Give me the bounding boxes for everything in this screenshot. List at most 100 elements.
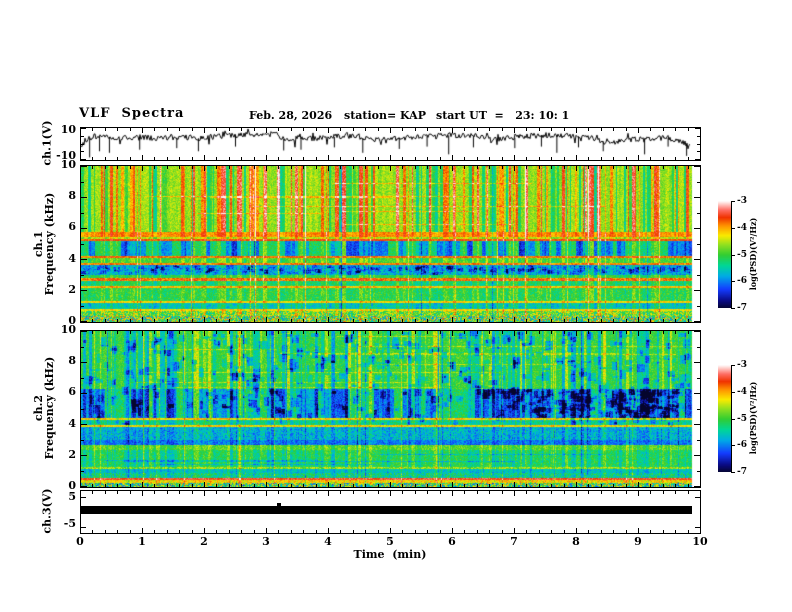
colorbar-tick-label: -3 (737, 196, 747, 206)
axis-tick (697, 136, 700, 137)
axis-tick (440, 484, 441, 487)
axis-tick (229, 128, 230, 131)
axis-tick (254, 484, 255, 487)
axis-tick (464, 484, 465, 487)
axis-tick (731, 365, 732, 472)
axis-tick (142, 331, 143, 336)
axis-tick (427, 491, 428, 494)
axis-tick (278, 166, 279, 169)
axis-tick (81, 321, 87, 322)
axis-tick (539, 128, 540, 131)
axis-tick (731, 201, 735, 202)
axis-tick (502, 157, 503, 160)
axis-tick (514, 491, 515, 496)
axis-tick (278, 491, 279, 494)
axis-tick (80, 491, 81, 496)
axis-tick (650, 157, 651, 160)
axis-tick (130, 319, 131, 322)
axis-tick (688, 530, 689, 533)
axis-tick (502, 166, 503, 169)
axis-tick (291, 319, 292, 322)
axis-tick (477, 484, 478, 487)
axis-tick (142, 482, 143, 487)
colorbar-tick-label: -7 (737, 467, 747, 477)
axis-tick (502, 331, 503, 334)
axis-tick (526, 157, 527, 160)
ch2-spec-ytick-label: 10 (60, 323, 76, 336)
axis-tick (204, 155, 205, 160)
axis-tick (204, 128, 205, 133)
axis-tick (365, 319, 366, 322)
axis-tick (415, 491, 416, 494)
axis-tick (489, 166, 490, 169)
axis-tick (328, 166, 329, 171)
axis-tick (452, 331, 453, 336)
axis-tick (514, 155, 515, 160)
axis-tick (130, 331, 131, 334)
axis-tick (731, 392, 735, 393)
axis-tick (688, 128, 689, 131)
x-tick-label: 4 (324, 535, 332, 548)
axis-tick (80, 482, 81, 487)
axis-tick (378, 331, 379, 334)
axis-tick (316, 484, 317, 487)
ch2-spectrogram-panel (80, 330, 701, 488)
axis-tick (731, 255, 735, 256)
axis-tick (92, 530, 93, 533)
axis-tick (526, 319, 527, 322)
axis-tick (130, 166, 131, 169)
axis-tick (464, 157, 465, 160)
axis-tick (241, 484, 242, 487)
axis-tick (241, 157, 242, 160)
axis-tick (81, 409, 84, 410)
axis-tick (613, 157, 614, 160)
ch1-spec-ytick-label: 10 (60, 158, 76, 171)
axis-tick (80, 155, 81, 160)
axis-tick (697, 471, 700, 472)
axis-tick (514, 331, 515, 336)
axis-tick (81, 259, 87, 260)
axis-tick (415, 530, 416, 533)
axis-tick (601, 166, 602, 169)
axis-tick (241, 319, 242, 322)
ch1-spectrogram-plot (81, 166, 700, 322)
axis-tick (340, 530, 341, 533)
axis-tick (328, 491, 329, 496)
axis-tick (81, 362, 87, 363)
axis-tick (216, 491, 217, 494)
axis-tick (229, 319, 230, 322)
axis-tick (154, 319, 155, 322)
colorbar-tick-label: -7 (737, 303, 747, 313)
axis-tick (179, 128, 180, 131)
axis-tick (440, 157, 441, 160)
ch3-ytick-top: 5 (68, 490, 76, 503)
axis-tick (291, 157, 292, 160)
axis-tick (688, 484, 689, 487)
axis-tick (340, 128, 341, 131)
axis-tick (588, 128, 589, 131)
axis-tick (440, 331, 441, 334)
axis-tick (601, 484, 602, 487)
axis-tick (291, 331, 292, 334)
axis-tick (551, 128, 552, 131)
colorbar-tick-label: -4 (737, 387, 747, 397)
axis-tick (576, 128, 577, 133)
axis-tick (502, 530, 503, 533)
x-tick-label: 3 (262, 535, 270, 548)
axis-tick (303, 491, 304, 494)
axis-tick (81, 151, 84, 152)
axis-tick (489, 128, 490, 131)
axis-tick (675, 331, 676, 334)
axis-tick (81, 497, 86, 498)
axis-tick (81, 393, 87, 394)
axis-tick (489, 491, 490, 494)
axis-tick (80, 331, 81, 336)
axis-tick (303, 484, 304, 487)
axis-tick (80, 166, 81, 171)
axis-tick (142, 528, 143, 533)
axis-tick (731, 365, 735, 366)
axis-tick (694, 455, 700, 456)
axis-tick (695, 159, 700, 160)
axis-tick (452, 482, 453, 487)
axis-tick (266, 317, 267, 322)
